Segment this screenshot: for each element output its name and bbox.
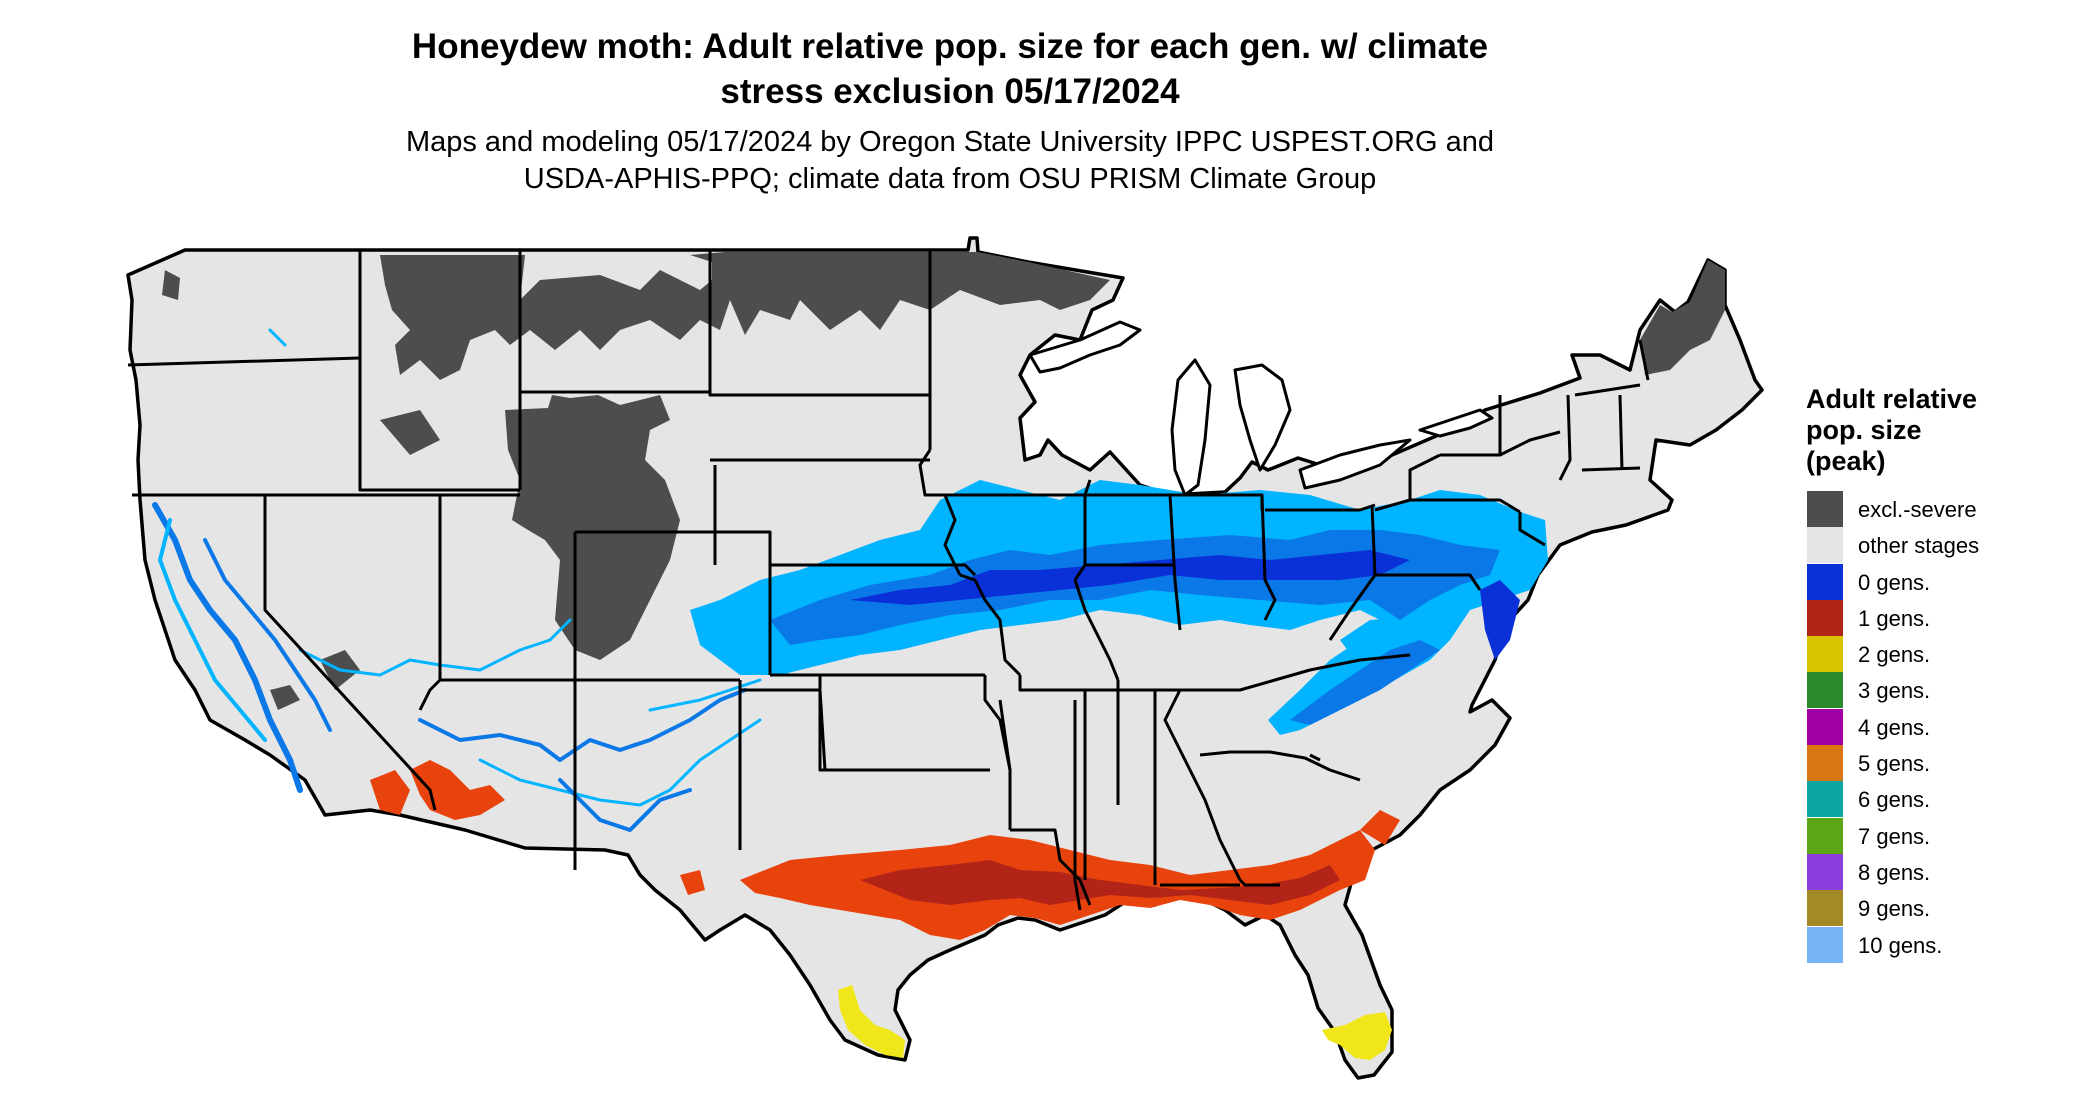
legend-item-5-gens: 5 gens.	[1806, 745, 2096, 782]
legend-title: Adult relative pop. size (peak)	[1806, 384, 2096, 477]
legend-item-1-gens: 1 gens.	[1806, 599, 2096, 636]
legend-swatch	[1807, 527, 1843, 564]
legend-item-4-gens: 4 gens.	[1806, 708, 2096, 745]
excluded-regions	[162, 252, 1725, 710]
legend-swatch	[1807, 926, 1843, 963]
legend-label: 10 gens.	[1858, 932, 1943, 958]
legend-swatch	[1807, 599, 1843, 636]
legend-label: 3 gens.	[1858, 678, 1931, 704]
legend-label: 5 gens.	[1858, 751, 1931, 777]
subtitle-line-2: USDA-APHIS-PPQ; climate data from OSU PR…	[523, 163, 1377, 195]
legend-label: excl.-severe	[1858, 497, 1977, 522]
gen-0-band	[690, 480, 1548, 735]
legend-swatch	[1807, 853, 1843, 890]
legend-label: 7 gens.	[1858, 823, 1931, 849]
legend-label: 1 gens.	[1858, 605, 1931, 631]
legend-item-excl-severe: excl.-severe	[1806, 491, 2096, 527]
legend-swatch	[1807, 890, 1843, 927]
gen-1-regions	[370, 760, 1400, 940]
legend-swatch	[1807, 491, 1843, 527]
legend-item-9-gens: 9 gens.	[1806, 890, 2096, 927]
legend-swatch	[1807, 745, 1843, 782]
legend-item-other-stages: other stages	[1806, 527, 2096, 564]
legend-label: 2 gens.	[1858, 642, 1931, 668]
us-land	[126, 236, 1764, 1080]
legend-item-2-gens: 2 gens.	[1806, 636, 2096, 673]
title-line-2: stress exclusion 05/17/2024	[720, 72, 1180, 111]
legend-title-line-1: Adult relative	[1806, 384, 1978, 414]
legend-swatch	[1807, 636, 1843, 673]
legend-item-0-gens: 0 gens.	[1806, 563, 2096, 600]
legend-label: 9 gens.	[1858, 896, 1931, 922]
legend-swatch	[1807, 563, 1843, 600]
legend-swatch	[1807, 672, 1843, 709]
legend-label: 0 gens.	[1858, 569, 1931, 595]
legend-label: 6 gens.	[1858, 787, 1931, 813]
gen-2-regions	[838, 985, 1392, 1060]
legend-label: 4 gens.	[1858, 714, 1931, 740]
legend-item-3-gens: 3 gens.	[1806, 672, 2096, 709]
legend-title-line-3: (peak)	[1806, 446, 1886, 476]
great-lakes	[1028, 320, 1494, 497]
legend-title-line-2: pop. size	[1806, 415, 1922, 445]
page-title: Honeydew moth: Adult relative pop. size …	[150, 24, 1750, 114]
state-borders	[127, 250, 1650, 911]
legend-swatch	[1807, 708, 1843, 745]
legend-label: 8 gens.	[1858, 859, 1931, 885]
legend-item-10-gens: 10 gens.	[1806, 926, 2096, 963]
page-subtitle: Maps and modeling 05/17/2024 by Oregon S…	[150, 124, 1750, 198]
legend-item-7-gens: 7 gens.	[1806, 817, 2096, 854]
subtitle-line-1: Maps and modeling 05/17/2024 by Oregon S…	[405, 126, 1495, 158]
legend-swatch	[1807, 781, 1843, 818]
legend-item-8-gens: 8 gens.	[1806, 853, 2096, 890]
legend: Adult relative pop. size (peak) excl.-se…	[1806, 384, 2096, 963]
title-line-1: Honeydew moth: Adult relative pop. size …	[411, 27, 1489, 66]
legend-swatch	[1807, 817, 1843, 854]
legend-item-6-gens: 6 gens.	[1806, 781, 2096, 818]
legend-items: excl.-severe other stages 0 gens. 1 gens…	[1806, 491, 2096, 963]
legend-label: other stages	[1858, 533, 1980, 559]
